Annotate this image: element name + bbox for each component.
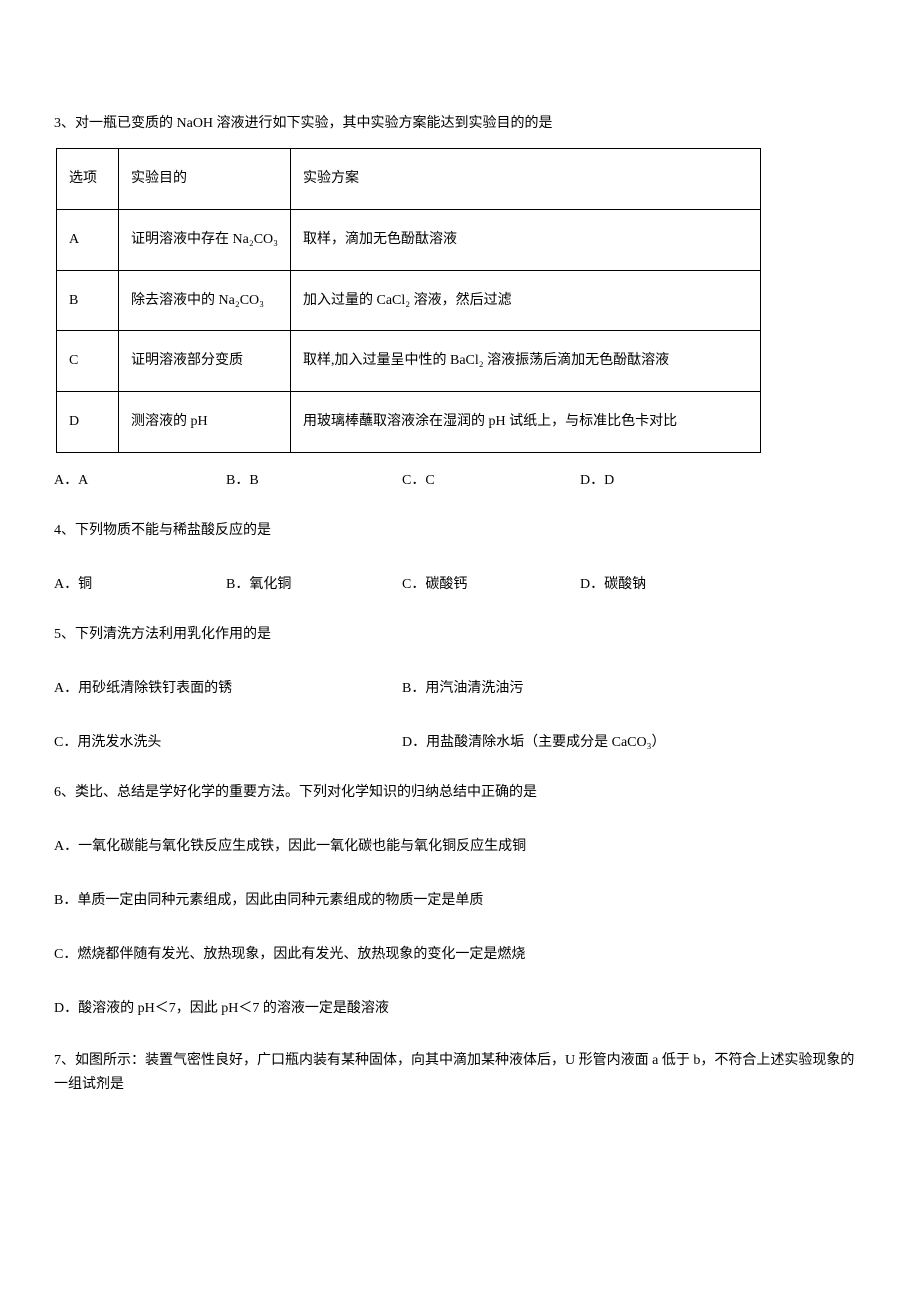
q3-r1c2: 加入过量的 CaCl₂ 溶液，然后过滤 (291, 270, 761, 331)
q6-opt-c: C．燃烧都伴随有发光、放热现象，因此有发光、放热现象的变化一定是燃烧 (54, 941, 866, 969)
q5-row2: C．用洗发水洗头 D．用盐酸清除水垢（主要成分是 CaCO₃） (54, 729, 866, 757)
q5-opt-c: C．用洗发水洗头 (54, 729, 402, 757)
q6-prompt: 6、类比、总结是学好化学的重要方法。下列对化学知识的归纳总结中正确的是 (54, 779, 866, 807)
q3-r3c1: 测溶液的 pH (119, 392, 291, 453)
q3-r2c2: 取样,加入过量呈中性的 BaCl₂ 溶液振荡后滴加无色酚酞溶液 (291, 331, 761, 392)
table-row: A 证明溶液中存在 Na₂CO₃ 取样，滴加无色酚酞溶液 (57, 209, 761, 270)
q3-r1c0: B (57, 270, 119, 331)
q3-th-2: 实验方案 (291, 149, 761, 210)
question-7: 7、如图所示：装置气密性良好，广口瓶内装有某种固体，向其中滴加某种液体后，U 形… (54, 1049, 866, 1098)
question-3: 3、对一瓶已变质的 NaOH 溶液进行如下实验，其中实验方案能达到实验目的的是 … (54, 110, 866, 495)
q5-opt-a: A．用砂纸清除铁钉表面的锈 (54, 675, 402, 703)
q3-r1c1: 除去溶液中的 Na₂CO₃ (119, 270, 291, 331)
q3-prompt: 3、对一瓶已变质的 NaOH 溶液进行如下实验，其中实验方案能达到实验目的的是 (54, 110, 866, 138)
table-row: B 除去溶液中的 Na₂CO₃ 加入过量的 CaCl₂ 溶液，然后过滤 (57, 270, 761, 331)
q5-opt-d: D．用盐酸清除水垢（主要成分是 CaCO₃） (402, 729, 666, 757)
q4-options: A．铜 B．氧化铜 C．碳酸钙 D．碳酸钠 (54, 571, 866, 599)
q4-prompt: 4、下列物质不能与稀盐酸反应的是 (54, 517, 866, 545)
q3-options: A．A B．B C．C D．D (54, 467, 866, 495)
q3-r0c2: 取样，滴加无色酚酞溶液 (291, 209, 761, 270)
q3-opt-c: C．C (402, 467, 580, 495)
page: 3、对一瓶已变质的 NaOH 溶液进行如下实验，其中实验方案能达到实验目的的是 … (0, 0, 920, 1176)
q7-prompt: 7、如图所示：装置气密性良好，广口瓶内装有某种固体，向其中滴加某种液体后，U 形… (54, 1049, 866, 1098)
q6-opt-a: A．一氧化碳能与氧化铁反应生成铁，因此一氧化碳也能与氧化铜反应生成铜 (54, 833, 866, 861)
question-6: 6、类比、总结是学好化学的重要方法。下列对化学知识的归纳总结中正确的是 A．一氧… (54, 779, 866, 1023)
q4-opt-d: D．碳酸钠 (580, 571, 866, 599)
q3-th-1: 实验目的 (119, 149, 291, 210)
q5-opt-b: B．用汽油清洗油污 (402, 675, 523, 703)
table-row: 选项 实验目的 实验方案 (57, 149, 761, 210)
q3-r2c0: C (57, 331, 119, 392)
q3-th-0: 选项 (57, 149, 119, 210)
question-4: 4、下列物质不能与稀盐酸反应的是 A．铜 B．氧化铜 C．碳酸钙 D．碳酸钠 (54, 517, 866, 599)
q5-row1: A．用砂纸清除铁钉表面的锈 B．用汽油清洗油污 (54, 675, 866, 703)
q6-opt-b: B．单质一定由同种元素组成，因此由同种元素组成的物质一定是单质 (54, 887, 866, 915)
table-row: C 证明溶液部分变质 取样,加入过量呈中性的 BaCl₂ 溶液振荡后滴加无色酚酞… (57, 331, 761, 392)
q3-opt-a: A．A (54, 467, 226, 495)
q3-r0c0: A (57, 209, 119, 270)
q3-r2c1: 证明溶液部分变质 (119, 331, 291, 392)
q3-opt-b: B．B (226, 467, 402, 495)
q4-opt-a: A．铜 (54, 571, 226, 599)
q3-r3c2: 用玻璃棒蘸取溶液涂在湿润的 pH 试纸上，与标准比色卡对比 (291, 392, 761, 453)
q3-r0c1: 证明溶液中存在 Na₂CO₃ (119, 209, 291, 270)
table-row: D 测溶液的 pH 用玻璃棒蘸取溶液涂在湿润的 pH 试纸上，与标准比色卡对比 (57, 392, 761, 453)
q6-opt-d: D．酸溶液的 pH＜7，因此 pH＜7 的溶液一定是酸溶液 (54, 995, 866, 1023)
q5-prompt: 5、下列清洗方法利用乳化作用的是 (54, 621, 866, 649)
q3-opt-d: D．D (580, 467, 866, 495)
q4-opt-c: C．碳酸钙 (402, 571, 580, 599)
q4-opt-b: B．氧化铜 (226, 571, 402, 599)
q3-table: 选项 实验目的 实验方案 A 证明溶液中存在 Na₂CO₃ 取样，滴加无色酚酞溶… (56, 148, 761, 453)
question-5: 5、下列清洗方法利用乳化作用的是 A．用砂纸清除铁钉表面的锈 B．用汽油清洗油污… (54, 621, 866, 757)
q3-r3c0: D (57, 392, 119, 453)
